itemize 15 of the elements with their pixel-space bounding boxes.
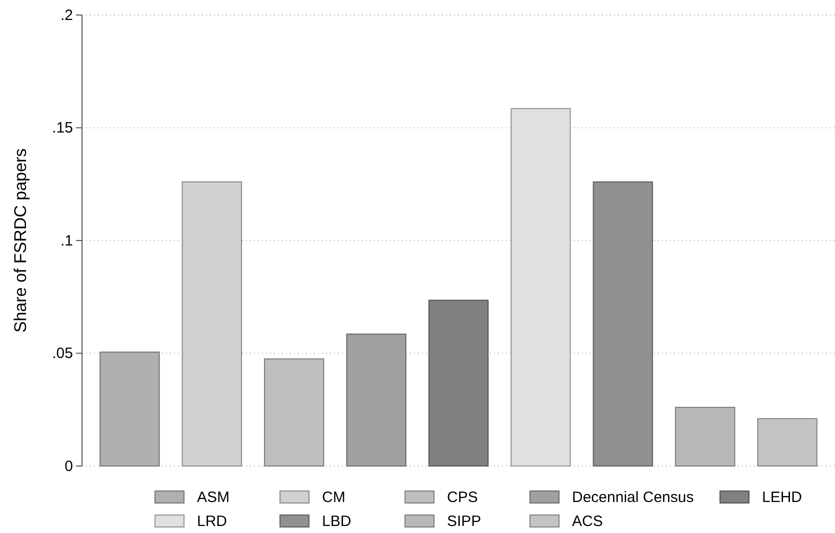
legend-label: LEHD — [762, 489, 802, 506]
legend-label: LRD — [197, 513, 228, 530]
legend-label: ACS — [572, 513, 603, 530]
y-tick-label: .2 — [60, 6, 73, 24]
legend-label: CM — [322, 489, 346, 506]
y-tick-label: .15 — [52, 120, 73, 137]
y-tick-label: .05 — [52, 345, 73, 362]
y-axis-title: Share of FSRDC papers — [11, 148, 30, 333]
legend-label: SIPP — [447, 513, 482, 530]
legend-label: ASM — [197, 489, 230, 506]
y-tick-label: 0 — [64, 458, 73, 475]
legend-label: LBD — [322, 513, 352, 530]
y-tick-label: .1 — [60, 232, 73, 250]
legend-label: CPS — [447, 489, 478, 506]
legend-label: Decennial Census — [572, 489, 694, 506]
